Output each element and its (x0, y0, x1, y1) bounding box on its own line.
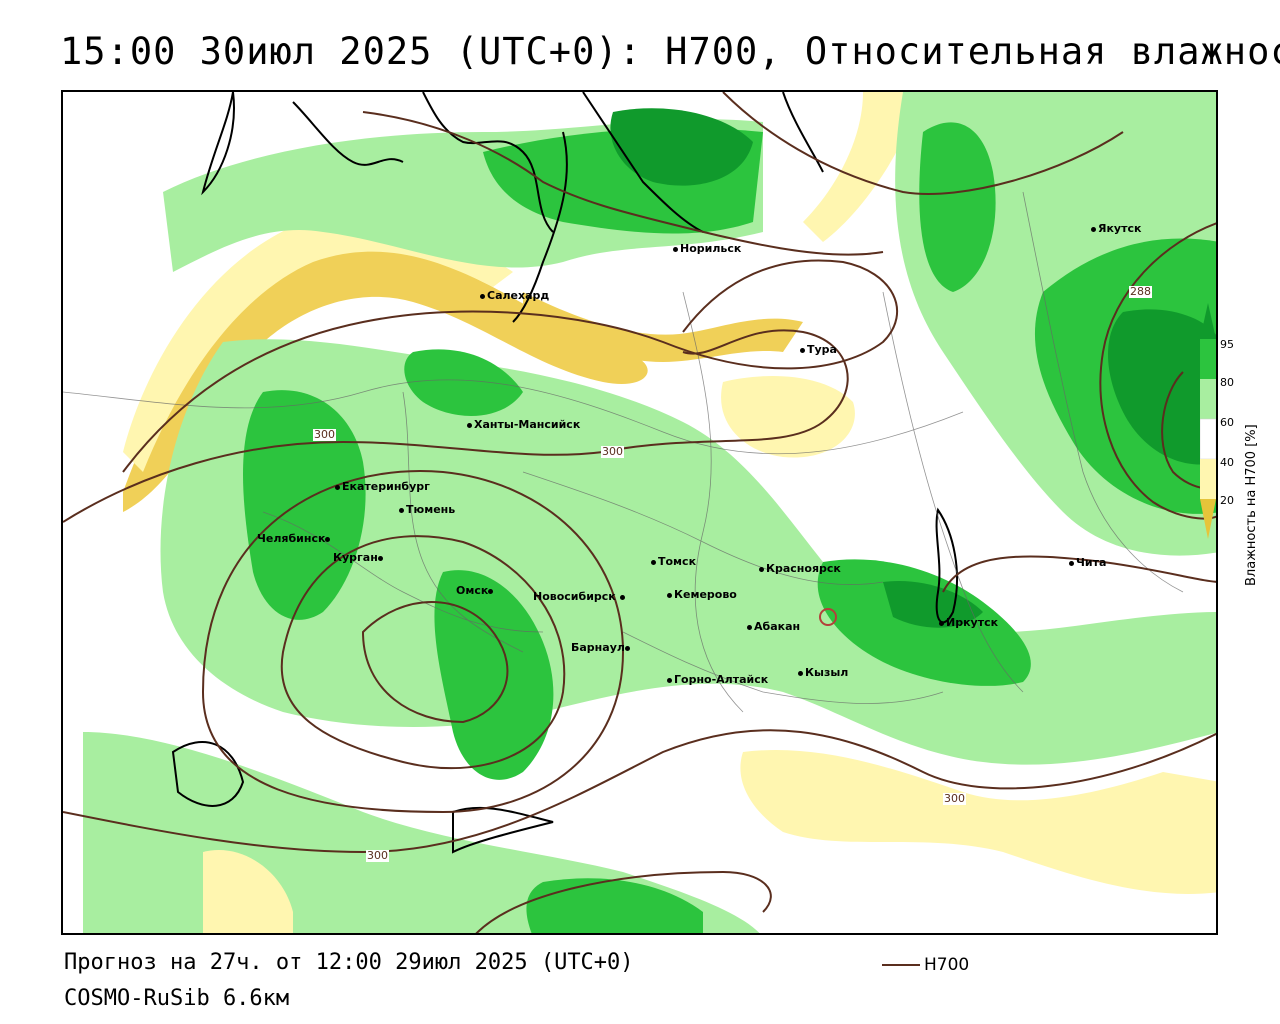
dry-zone (123, 211, 513, 472)
colorbar-tick: 20 (1220, 494, 1234, 507)
city-chita: Чита (1069, 556, 1106, 569)
city-novosibirsk: Новосибирск (533, 590, 627, 603)
city-barnaul: Барнаул (571, 641, 632, 654)
city-kyzyl: Кызыл (798, 666, 848, 679)
colorbar-tick: 80 (1220, 376, 1234, 389)
city-salekhard: Салехард (480, 289, 549, 302)
humidity-areas (83, 92, 1216, 933)
colorbar-band-20-40 (1200, 459, 1216, 499)
city-chelyabinsk: Челябинск (257, 532, 332, 545)
model-name: COSMO-RuSib 6.6км (64, 986, 290, 1011)
isoline-label: 300 (943, 792, 966, 805)
city-norilsk: Норильск (673, 242, 741, 255)
forecast-info: Прогноз на 27ч. от 12:00 29июл 2025 (UTC… (64, 950, 634, 975)
h700-isolines (63, 92, 1216, 933)
dry-zone (803, 92, 923, 242)
isoline-legend: H700 (882, 955, 969, 975)
colorbar-tick: 60 (1220, 416, 1234, 429)
city-ekaterinburg: Екатеринбург (335, 480, 430, 493)
humidity-field (63, 92, 1216, 933)
city-krasnoyarsk: Красноярск (759, 562, 841, 575)
city-abakan: Абакан (747, 620, 800, 633)
dry-zone (203, 850, 293, 933)
colorbar-band-60-80 (1200, 379, 1216, 419)
colorbar-top-triangle (1200, 303, 1216, 339)
isoline-label: 288 (1129, 285, 1152, 298)
colorbar-tick: 40 (1220, 456, 1234, 469)
colorbar-title: Влажность на H700 [%] (1244, 424, 1259, 586)
isoline-label: 300 (366, 849, 389, 862)
city-khanty-mansiysk: Ханты-Мансийск (467, 418, 580, 431)
city-tomsk: Томск (651, 555, 696, 568)
dry-zone (721, 376, 855, 458)
city-omsk: Омск (456, 584, 495, 597)
colorbar-band-80-95 (1200, 339, 1216, 379)
city-gorno-altaysk: Горно-Алтайск (667, 673, 768, 686)
colorbar-bottom-triangle (1200, 499, 1216, 539)
legend-label: H700 (924, 955, 970, 975)
city-tura: Тура (800, 343, 837, 356)
colorbar-band-40-60 (1200, 418, 1216, 460)
city-kemerovo: Кемерово (667, 588, 737, 601)
dry-zone (740, 750, 1216, 894)
region-borders (63, 191, 1184, 713)
city-kurgan: Курган (333, 551, 385, 564)
map-title: 15:00 30июл 2025 (UTC+0): H700, Относите… (60, 30, 1280, 73)
colorbar-tick: 95 (1220, 338, 1234, 351)
map-area: 300 300 288 300 300 Норильск Якутск Сале… (61, 90, 1218, 935)
city-tyumen: Тюмень (399, 503, 455, 516)
city-yakutsk: Якутск (1091, 222, 1141, 235)
dry-zone (523, 292, 803, 362)
dry-zone (123, 231, 648, 512)
legend-line-swatch (882, 964, 920, 966)
isoline-label: 300 (601, 445, 624, 458)
city-irkutsk: Иркутск (939, 616, 998, 629)
colorbar (1200, 303, 1216, 539)
isoline-label: 300 (313, 428, 336, 441)
